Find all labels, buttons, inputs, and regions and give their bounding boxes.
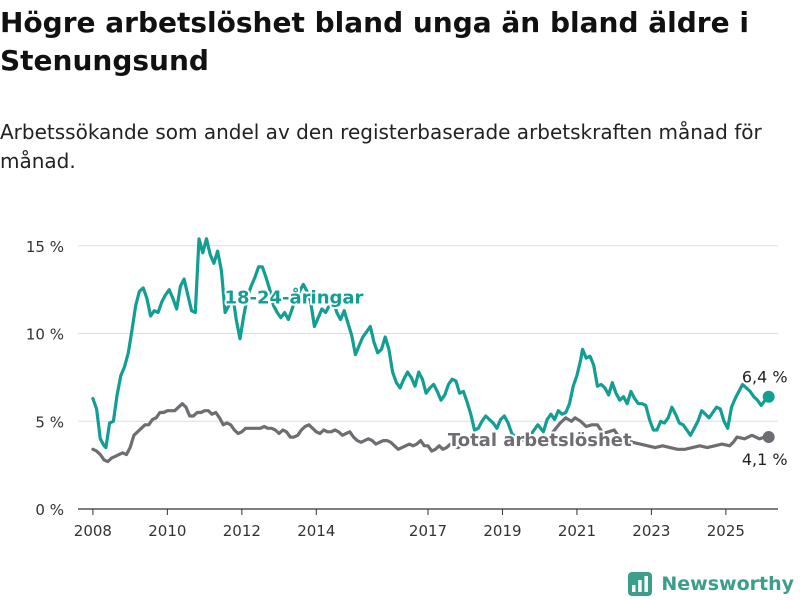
series-end-point-total [762,431,775,444]
y-tick-label: 15 % [26,238,64,256]
newsworthy-logo-icon [628,572,653,596]
series-end-point-unga [762,390,775,403]
series-line-total [91,402,771,464]
x-tick-label: 2023 [632,522,670,540]
axes: 0 % 5 % 10 % 15 % 2008 2010 2012 2014 2017 2019 20… [26,238,745,540]
x-tick-label: 2019 [483,522,521,540]
chart-subtitle: Arbetssökande som andel av den registerb… [0,120,762,173]
y-tick-label: 5 % [35,413,64,431]
chart-title: Högre arbetslöshet bland unga än bland ä… [0,6,749,77]
x-tick-label: 2025 [707,522,745,540]
x-tick-label: 2021 [558,522,596,540]
end-value-label: 4,1 % [742,450,788,469]
x-tick-label: 2008 [74,522,112,540]
line-chart: 0 % 5 % 10 % 15 % 2008 2010 2012 2014 2017 2019 20… [26,237,790,540]
x-tick-label: 2017 [409,522,447,540]
brand[interactable]: Newsworthy [627,568,794,600]
series [91,237,775,464]
series-labels: 18-24-åringar Total arbetslöshet 6,4 % 4,1 … [222,285,789,471]
y-tick-label: 0 % [35,501,64,519]
x-tick-label: 2010 [148,522,186,540]
x-tick-label: 2012 [223,522,261,540]
gridlines [78,245,778,510]
y-tick-label: 10 % [26,326,64,344]
series-line-unga [91,237,771,450]
series-label: 18-24-åringar [224,287,363,309]
series-label: Total arbetslöshet [448,430,632,451]
x-tick-label: 2014 [297,522,335,540]
brand-name: Newsworthy [661,573,794,595]
end-value-label: 6,4 % [742,368,788,387]
